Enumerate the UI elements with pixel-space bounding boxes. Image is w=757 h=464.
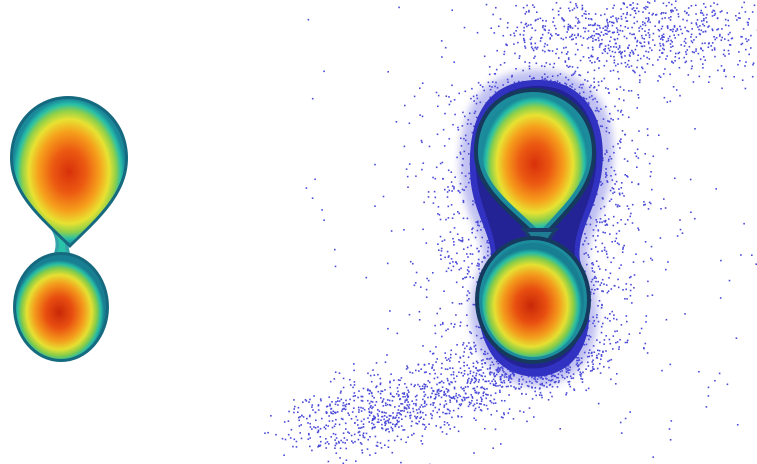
right-lower-star [475,236,591,364]
right-binary-system [264,0,757,464]
right-upper-star [474,88,596,244]
left-lower-star [13,252,109,362]
left-upper-star [10,96,128,248]
left-binary-system [10,96,128,362]
